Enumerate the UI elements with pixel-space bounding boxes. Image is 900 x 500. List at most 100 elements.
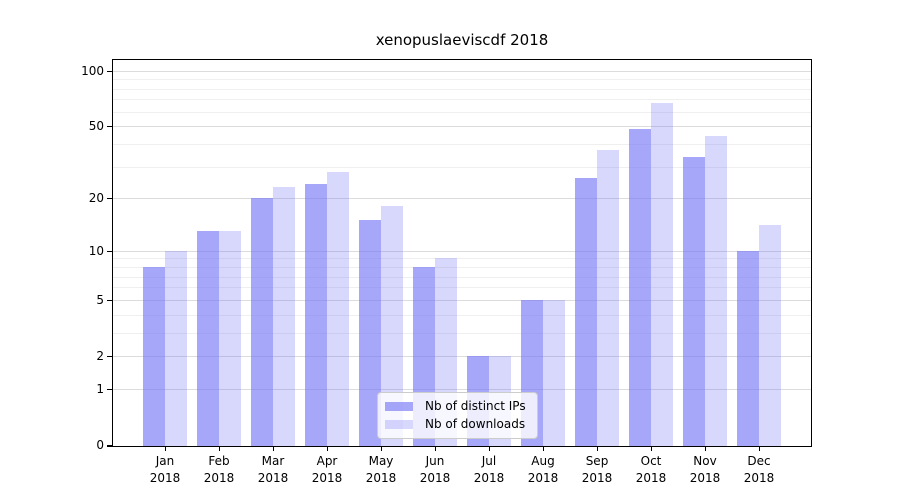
gridline-minor bbox=[113, 266, 811, 268]
x-tick-label: Jan 2018 bbox=[125, 453, 205, 487]
x-tick-year: 2018 bbox=[635, 471, 667, 485]
x-tick-month: May bbox=[368, 454, 394, 468]
y-tick-mark bbox=[107, 198, 112, 200]
gridline-minor bbox=[113, 99, 811, 101]
x-tick-year: 2018 bbox=[689, 471, 721, 485]
gridline-major bbox=[113, 356, 811, 358]
bar-dec-distinct-ips bbox=[737, 250, 759, 446]
gridline-minor bbox=[113, 166, 811, 168]
y-tick-label: 1 bbox=[96, 382, 104, 397]
x-tick-label: Aug 2018 bbox=[503, 453, 583, 487]
y-tick-label: 100 bbox=[81, 63, 104, 78]
x-tick-year: 2018 bbox=[527, 471, 559, 485]
bar-aug-downloads bbox=[543, 299, 565, 446]
y-tick-mark bbox=[107, 445, 112, 447]
y-tick-label: 5 bbox=[96, 292, 104, 307]
bar-oct-distinct-ips bbox=[629, 129, 651, 446]
gridline-minor bbox=[113, 88, 811, 90]
y-tick-mark bbox=[107, 126, 112, 128]
gridline-major bbox=[113, 126, 811, 128]
bar-jan-distinct-ips bbox=[143, 266, 165, 446]
x-tick-year: 2018 bbox=[581, 471, 613, 485]
x-tick-mark bbox=[489, 447, 491, 451]
x-tick-label: Dec 2018 bbox=[719, 453, 799, 487]
gridline-major bbox=[113, 70, 811, 72]
bar-apr-downloads bbox=[327, 171, 349, 446]
y-tick-mark bbox=[107, 70, 112, 72]
x-tick-mark bbox=[381, 447, 383, 451]
gridline-minor bbox=[113, 111, 811, 113]
x-tick-mark bbox=[705, 447, 707, 451]
gridline-major bbox=[113, 198, 811, 200]
gridline-major bbox=[113, 299, 811, 301]
x-tick-month: Jan bbox=[155, 454, 175, 468]
x-tick-mark bbox=[165, 447, 167, 451]
legend-item-downloads: Nb of downloads bbox=[385, 417, 526, 432]
y-tick-label: 10 bbox=[88, 243, 104, 258]
x-tick-mark bbox=[759, 447, 761, 451]
x-tick-year: 2018 bbox=[365, 471, 397, 485]
x-tick-month: Oct bbox=[640, 454, 662, 468]
x-tick-label: Jul 2018 bbox=[449, 453, 529, 487]
x-tick-mark bbox=[327, 447, 329, 451]
x-tick-year: 2018 bbox=[257, 471, 289, 485]
x-tick-month: Feb bbox=[208, 454, 230, 468]
y-tick-mark bbox=[107, 356, 112, 358]
bar-oct-downloads bbox=[651, 102, 673, 446]
bar-feb-downloads bbox=[219, 231, 241, 446]
gridline-major bbox=[113, 389, 811, 391]
legend-item-distinct-ips: Nb of distinct IPs bbox=[385, 399, 526, 414]
x-tick-mark bbox=[651, 447, 653, 451]
x-tick-year: 2018 bbox=[149, 471, 181, 485]
x-tick-year: 2018 bbox=[311, 471, 343, 485]
bar-mar-distinct-ips bbox=[251, 198, 273, 446]
downloads-swatch-icon bbox=[385, 420, 413, 429]
bar-mar-downloads bbox=[273, 187, 295, 446]
x-tick-month: Nov bbox=[693, 454, 717, 468]
gridline-minor bbox=[113, 258, 811, 260]
bar-may-distinct-ips bbox=[359, 220, 381, 446]
chart-title: xenopuslaeviscdf 2018 bbox=[375, 31, 549, 49]
plot-area: Nb of distinct IPs Nb of downloads bbox=[112, 59, 812, 447]
gridline-minor bbox=[113, 314, 811, 316]
x-tick-month: Dec bbox=[747, 454, 771, 468]
y-tick-mark bbox=[107, 299, 112, 302]
x-tick-month: Sep bbox=[585, 454, 609, 468]
x-tick-month: Jul bbox=[481, 454, 497, 468]
x-tick-label: Jun 2018 bbox=[395, 453, 475, 487]
y-tick-label: 50 bbox=[88, 119, 104, 134]
bar-feb-distinct-ips bbox=[197, 231, 219, 446]
x-tick-month: Apr bbox=[316, 454, 338, 468]
gridline-minor bbox=[113, 276, 811, 278]
x-tick-month: Aug bbox=[531, 454, 555, 468]
gridline-minor bbox=[113, 79, 811, 81]
x-tick-label: Feb 2018 bbox=[179, 453, 259, 487]
y-tick-mark bbox=[107, 389, 112, 391]
x-tick-label: May 2018 bbox=[341, 453, 421, 487]
legend-label-distinct-ips: Nb of distinct IPs bbox=[425, 399, 526, 413]
x-tick-label: Apr 2018 bbox=[287, 453, 367, 487]
x-tick-label: Sep 2018 bbox=[557, 453, 637, 487]
legend: Nb of distinct IPs Nb of downloads bbox=[377, 392, 538, 439]
bar-nov-distinct-ips bbox=[683, 156, 705, 446]
bar-apr-distinct-ips bbox=[305, 184, 327, 446]
bar-may-downloads bbox=[381, 206, 403, 446]
x-tick-label: Mar 2018 bbox=[233, 453, 313, 487]
x-tick-label: Oct 2018 bbox=[611, 453, 691, 487]
y-tick-mark bbox=[107, 250, 112, 252]
x-tick-mark bbox=[543, 447, 545, 451]
x-tick-month: Mar bbox=[261, 454, 285, 468]
x-tick-mark bbox=[273, 447, 275, 451]
bar-dec-downloads bbox=[759, 225, 781, 446]
bar-nov-downloads bbox=[705, 136, 727, 446]
legend-label-downloads: Nb of downloads bbox=[425, 417, 526, 431]
x-tick-mark bbox=[597, 447, 599, 451]
x-tick-mark bbox=[435, 447, 437, 451]
gridline-major bbox=[113, 250, 811, 252]
y-tick-label: 20 bbox=[88, 191, 104, 206]
x-tick-year: 2018 bbox=[419, 471, 451, 485]
y-tick-label: 2 bbox=[96, 349, 104, 364]
x-tick-year: 2018 bbox=[473, 471, 505, 485]
bar-jan-downloads bbox=[165, 250, 187, 446]
